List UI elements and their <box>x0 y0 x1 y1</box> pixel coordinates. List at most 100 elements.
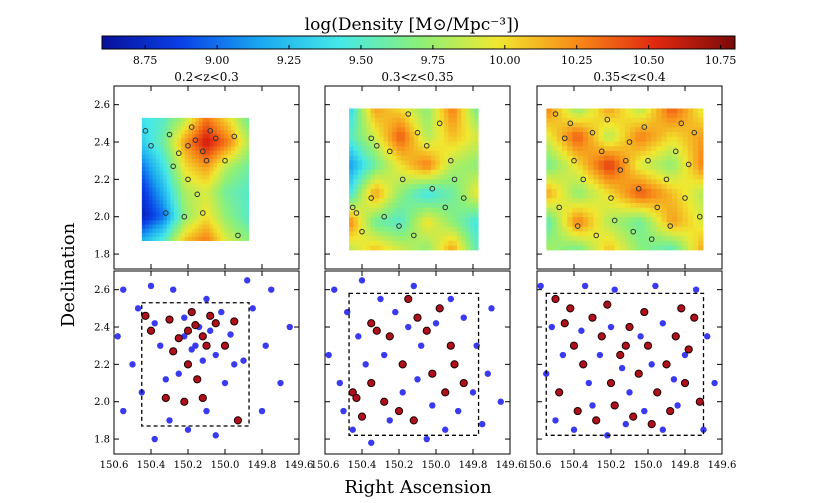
density-cell <box>609 169 615 176</box>
density-cell <box>465 174 471 180</box>
density-cell <box>198 216 204 222</box>
density-cell <box>666 245 673 251</box>
density-cell <box>413 165 419 171</box>
density-cell <box>191 187 196 193</box>
density-cell <box>148 224 154 230</box>
density-cell <box>188 162 193 168</box>
density-cell <box>396 203 402 209</box>
x-tick-label: 150.6 <box>523 460 552 471</box>
map-galaxy-marker <box>623 157 629 164</box>
density-cell <box>651 150 657 157</box>
density-cell <box>609 236 615 242</box>
density-cell <box>593 231 600 237</box>
density-cell <box>635 221 642 228</box>
density-cell <box>184 142 189 148</box>
density-cell <box>400 231 406 237</box>
density-cell <box>383 226 389 233</box>
density-cell <box>640 198 647 204</box>
density-cell <box>177 125 182 131</box>
density-cell <box>693 212 699 218</box>
density-cell <box>630 240 636 247</box>
density-cell <box>619 169 626 176</box>
density-cell <box>238 134 243 139</box>
density-cell <box>640 141 647 147</box>
density-cell <box>148 162 154 168</box>
density-cell <box>577 113 584 119</box>
density-cell <box>191 142 196 148</box>
density-cell <box>202 121 207 127</box>
density-cell <box>624 155 631 162</box>
density-cell <box>556 174 563 180</box>
density-cell <box>349 174 354 180</box>
density-cell <box>598 240 605 247</box>
density-cell <box>241 204 247 209</box>
density-cell <box>561 132 568 138</box>
density-cell <box>593 245 600 251</box>
density-cell <box>619 198 626 204</box>
field-galaxy-point <box>607 323 615 331</box>
density-cell <box>577 165 584 171</box>
density-cell <box>619 150 626 157</box>
density-cell <box>362 165 367 171</box>
density-cell <box>426 108 432 114</box>
density-cell <box>173 146 179 152</box>
x-tick-label: 149.6 <box>496 460 525 471</box>
density-cell <box>588 184 595 190</box>
density-cell <box>651 165 657 171</box>
density-cell <box>435 184 441 190</box>
density-cell <box>181 183 186 189</box>
density-cell <box>582 146 589 152</box>
density-cell <box>577 150 584 157</box>
density-cell <box>216 232 222 238</box>
density-cell <box>593 113 600 119</box>
density-cell <box>418 174 424 180</box>
density-cell <box>362 174 367 180</box>
density-cell <box>400 169 406 176</box>
dense-galaxy-point <box>183 326 193 335</box>
density-cell <box>206 138 211 143</box>
density-cell <box>141 121 146 127</box>
density-cell <box>392 207 398 214</box>
density-cell <box>370 122 376 128</box>
density-cell <box>666 174 673 180</box>
density-cell <box>651 113 657 119</box>
density-cell <box>561 122 568 128</box>
density-cell <box>661 221 668 228</box>
density-cell <box>238 121 243 127</box>
density-cell <box>603 179 610 185</box>
y-tick-label: 2.6 <box>94 100 110 111</box>
density-cell <box>184 224 189 230</box>
map-galaxy-marker <box>589 129 596 136</box>
density-cell <box>362 203 367 209</box>
density-cell <box>672 207 678 214</box>
density-cell <box>593 236 600 242</box>
density-cell <box>418 141 424 147</box>
density-cell <box>431 203 436 209</box>
density-cell <box>383 141 389 147</box>
density-cell <box>166 158 171 164</box>
density-cell <box>405 146 411 152</box>
density-cell <box>640 217 647 223</box>
density-cell <box>577 127 584 133</box>
density-cell <box>170 228 175 234</box>
density-cell <box>640 245 647 251</box>
density-cell <box>177 183 182 189</box>
density-cell <box>392 127 398 133</box>
density-cell <box>209 216 214 222</box>
density-cell <box>202 175 207 180</box>
density-cell <box>191 212 196 217</box>
density-cell <box>195 142 200 148</box>
density-cell <box>698 108 704 114</box>
density-cell <box>163 150 168 156</box>
density-cell <box>400 132 406 138</box>
density-cell <box>234 208 239 213</box>
density-cell <box>224 125 229 131</box>
density-cell <box>444 169 449 176</box>
density-cell <box>666 160 673 166</box>
density-cell <box>556 150 563 157</box>
density-cell <box>379 198 385 204</box>
x-tick-label: 149.8 <box>459 460 488 471</box>
density-cell <box>409 174 415 180</box>
density-cell <box>687 169 694 176</box>
density-cell <box>677 160 684 166</box>
